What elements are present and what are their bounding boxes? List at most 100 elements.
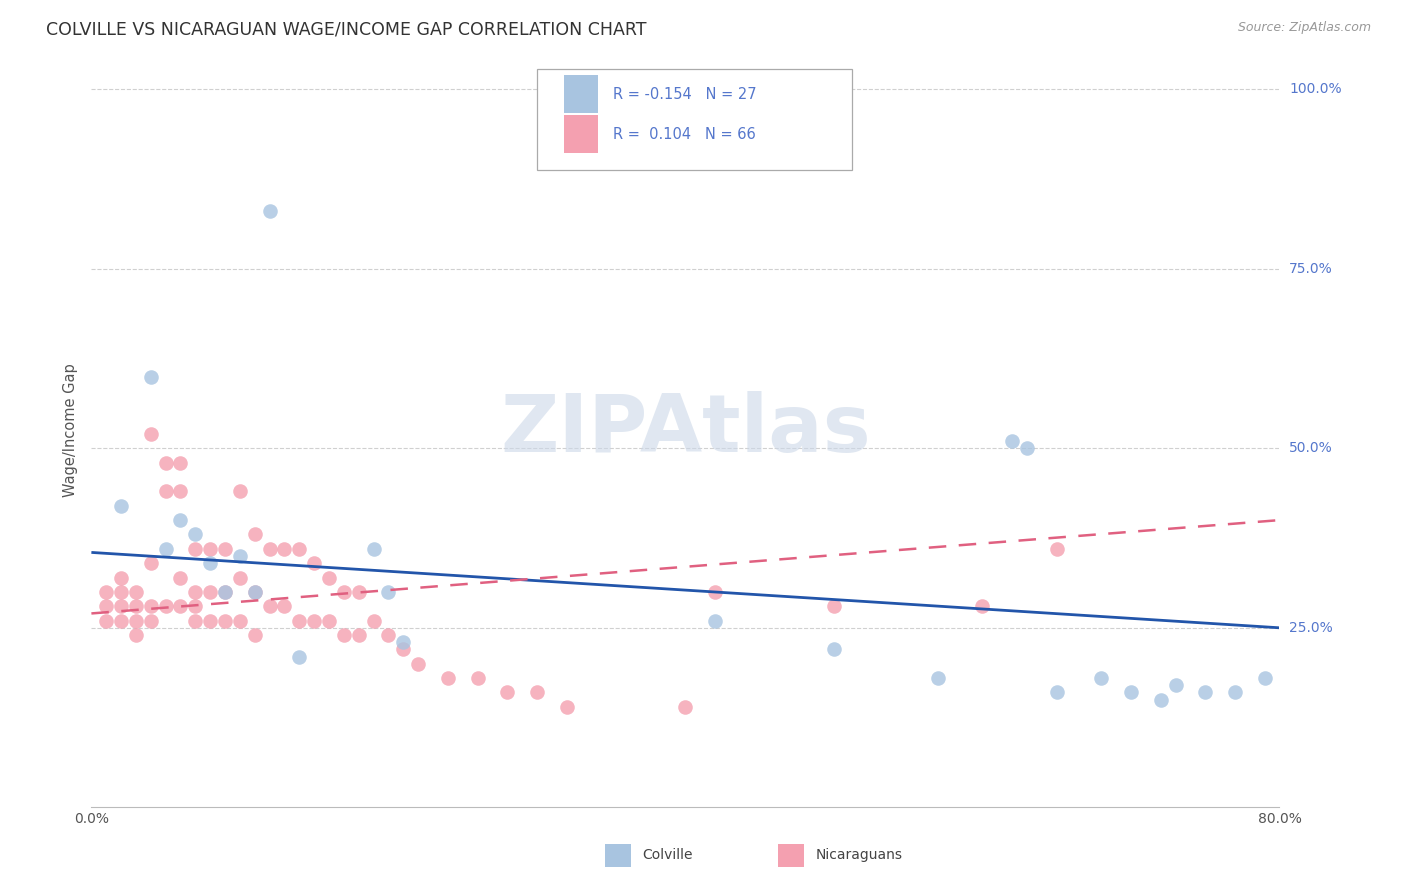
Text: Colville: Colville xyxy=(643,848,693,863)
Point xyxy=(1119,685,1142,699)
Point xyxy=(823,642,845,657)
Point xyxy=(823,599,845,614)
Point xyxy=(139,556,162,570)
Point xyxy=(273,599,295,614)
Point xyxy=(927,671,949,685)
Point xyxy=(273,541,295,556)
Point xyxy=(214,585,236,599)
Point xyxy=(1046,541,1069,556)
Point xyxy=(318,614,340,628)
Point xyxy=(169,484,191,499)
Point xyxy=(347,628,370,642)
Point xyxy=(288,541,311,556)
Point xyxy=(125,614,148,628)
Point xyxy=(1164,678,1187,692)
Point xyxy=(110,614,132,628)
Point xyxy=(125,628,148,642)
Text: 75.0%: 75.0% xyxy=(1289,262,1333,276)
Point xyxy=(302,614,325,628)
Text: ZIPAtlas: ZIPAtlas xyxy=(501,392,870,469)
Text: Source: ZipAtlas.com: Source: ZipAtlas.com xyxy=(1237,21,1371,34)
Point xyxy=(496,685,519,699)
Point xyxy=(288,614,311,628)
Point xyxy=(288,649,311,664)
Point xyxy=(125,599,148,614)
Point xyxy=(704,614,727,628)
Point xyxy=(377,585,399,599)
Point xyxy=(110,585,132,599)
Point xyxy=(184,527,207,541)
Point xyxy=(243,628,266,642)
Point xyxy=(436,671,458,685)
Point xyxy=(1001,434,1024,449)
Text: 50.0%: 50.0% xyxy=(1289,442,1333,455)
Y-axis label: Wage/Income Gap: Wage/Income Gap xyxy=(63,364,79,497)
Point xyxy=(110,570,132,584)
Point xyxy=(96,599,118,614)
Point xyxy=(155,456,177,470)
Point xyxy=(243,585,266,599)
Bar xyxy=(564,75,598,113)
Text: COLVILLE VS NICARAGUAN WAGE/INCOME GAP CORRELATION CHART: COLVILLE VS NICARAGUAN WAGE/INCOME GAP C… xyxy=(46,21,647,38)
Point xyxy=(972,599,994,614)
Point xyxy=(467,671,489,685)
Point xyxy=(229,614,252,628)
Text: R =  0.104   N = 66: R = 0.104 N = 66 xyxy=(613,127,755,142)
Text: Nicaraguans: Nicaraguans xyxy=(815,848,903,863)
Point xyxy=(110,599,132,614)
Point xyxy=(139,427,162,442)
Point xyxy=(229,549,252,563)
Point xyxy=(243,527,266,541)
Point xyxy=(155,541,177,556)
Point xyxy=(169,570,191,584)
Point xyxy=(96,614,118,628)
Point xyxy=(318,570,340,584)
Point xyxy=(363,614,385,628)
Point xyxy=(526,685,548,699)
Point xyxy=(214,614,236,628)
Point xyxy=(139,599,162,614)
Point xyxy=(229,484,252,499)
Point xyxy=(673,699,696,714)
FancyBboxPatch shape xyxy=(537,69,852,170)
Point xyxy=(1149,692,1171,706)
Point xyxy=(1015,442,1038,456)
Point xyxy=(1253,671,1275,685)
Point xyxy=(259,204,281,219)
Point xyxy=(333,628,356,642)
Point xyxy=(96,585,118,599)
Point xyxy=(1046,685,1069,699)
Point xyxy=(555,699,578,714)
Point xyxy=(1194,685,1216,699)
Text: 100.0%: 100.0% xyxy=(1289,82,1341,96)
Text: R = -0.154   N = 27: R = -0.154 N = 27 xyxy=(613,87,756,102)
Text: 25.0%: 25.0% xyxy=(1289,621,1333,635)
Point xyxy=(139,369,162,384)
Point xyxy=(155,599,177,614)
Point xyxy=(377,628,399,642)
Point xyxy=(347,585,370,599)
Point xyxy=(200,585,222,599)
Bar xyxy=(564,115,598,153)
Point xyxy=(169,456,191,470)
Point xyxy=(302,556,325,570)
Point xyxy=(704,585,727,599)
Point xyxy=(243,585,266,599)
Point xyxy=(184,585,207,599)
Point xyxy=(259,599,281,614)
Point xyxy=(392,642,415,657)
Point xyxy=(200,556,222,570)
Point xyxy=(200,614,222,628)
Point xyxy=(1223,685,1246,699)
Point xyxy=(214,585,236,599)
Point xyxy=(200,541,222,556)
Point xyxy=(363,541,385,556)
Point xyxy=(406,657,429,671)
Point xyxy=(169,513,191,527)
Point xyxy=(110,499,132,513)
Point xyxy=(155,484,177,499)
Point xyxy=(259,541,281,556)
Point xyxy=(184,614,207,628)
Point xyxy=(333,585,356,599)
Point xyxy=(169,599,191,614)
